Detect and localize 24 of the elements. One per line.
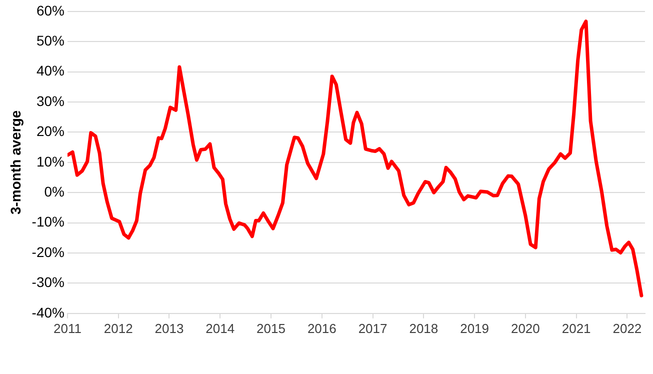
- x-tick-label: 2015: [256, 320, 286, 336]
- x-tick-label: 2018: [409, 320, 438, 336]
- x-tick-label: 2021: [562, 320, 591, 336]
- y-tick-label: -20%: [32, 244, 64, 260]
- x-tick-label: 2011: [54, 320, 82, 336]
- x-tick-label: 2016: [307, 320, 336, 336]
- x-tick-label: 2013: [154, 320, 184, 336]
- y-tick-label: 30%: [36, 92, 64, 109]
- y-tick-label: 10%: [36, 153, 64, 170]
- y-tick-label: 0%: [44, 183, 64, 200]
- y-tick-label: -30%: [32, 274, 64, 290]
- y-tick-label: -40%: [32, 304, 64, 320]
- x-tick-label: 2019: [460, 320, 490, 336]
- y-tick-label: 40%: [36, 62, 64, 79]
- y-tick-label: -10%: [32, 214, 64, 230]
- y-tick-label: 60%: [36, 2, 64, 18]
- x-tick-label: 2014: [206, 320, 235, 336]
- x-tick-label: 2022: [612, 320, 642, 336]
- y-tick-label: 20%: [36, 123, 64, 140]
- x-tick-label: 2012: [104, 320, 133, 336]
- x-tick-label: 2020: [510, 320, 540, 336]
- y-tick-label: 50%: [36, 32, 64, 48]
- y-axis-title: 3-month averge: [7, 110, 24, 215]
- x-tick-label: 2017: [358, 320, 388, 336]
